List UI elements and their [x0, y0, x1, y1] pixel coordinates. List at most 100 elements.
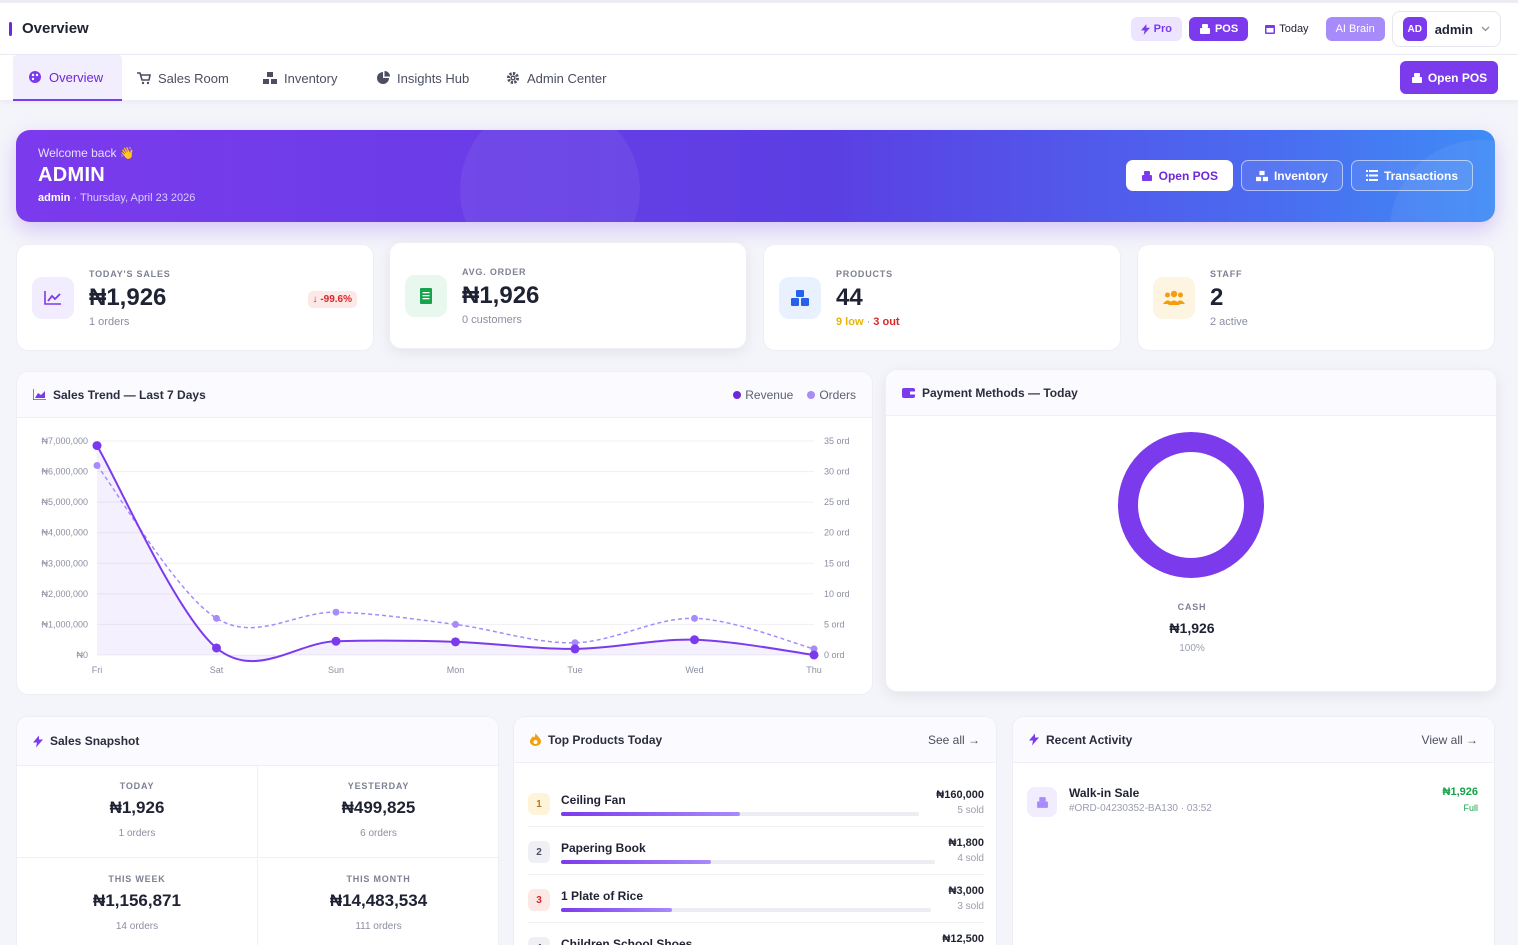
chevron-down-icon — [1481, 26, 1490, 32]
sales-snapshot-title: Sales Snapshot — [50, 734, 140, 748]
tab-sales-room[interactable]: Sales Room — [122, 55, 244, 101]
y2-tick-label: 10 ord — [824, 589, 850, 599]
payment-method-amount: ₦1,926 — [1169, 620, 1215, 636]
sales-snapshot-panel: Sales Snapshot TODAY ₦1,926 1 orders YES… — [16, 716, 499, 945]
hero-actions: Open POS Inventory Transactions — [1125, 160, 1473, 191]
product-row[interactable]: 1 Ceiling Fan ₦160,000 5 sold — [528, 779, 984, 827]
hero-inventory-label: Inventory — [1273, 168, 1328, 183]
decor-circle — [460, 130, 640, 222]
product-sold: 4 sold — [957, 853, 984, 864]
y-tick-label: ₦7,000,000 — [41, 436, 88, 446]
y-tick-label: ₦2,000,000 — [41, 589, 88, 599]
x-tick-label: Mon — [447, 665, 465, 675]
welcome-date: Thursday, April 23 2026 — [79, 192, 196, 204]
stat-meta: 2 active — [1210, 316, 1248, 328]
revenue-point — [212, 643, 221, 653]
donut-slice-cash[interactable] — [1118, 432, 1264, 578]
stat-value: 2 — [1210, 284, 1224, 311]
product-rank: 2 — [528, 841, 550, 863]
stat-card-products[interactable]: PRODUCTS 44 9 low · 3 out — [763, 244, 1121, 351]
y2-tick-label: 35 ord — [824, 436, 850, 446]
stat-meta: 1 orders — [89, 316, 130, 328]
product-share-fill — [561, 812, 740, 816]
product-sold: 3 sold — [957, 901, 984, 912]
y-tick-label: ₦1,000,000 — [41, 619, 88, 629]
tab-insights-hub[interactable]: Insights Hub — [361, 55, 484, 101]
orders-point — [452, 620, 459, 628]
product-row[interactable]: 2 Papering Book ₦1,800 4 sold — [528, 827, 984, 875]
calendar-icon — [1265, 25, 1276, 34]
today-button[interactable]: Today — [1255, 17, 1319, 41]
snapshot-label: TODAY — [119, 781, 155, 791]
snapshot-yesterday: YESTERDAY ₦499,825 6 orders — [258, 766, 498, 858]
legend-orders[interactable]: Orders — [807, 388, 856, 402]
orders-point — [213, 614, 220, 622]
recent-activity-panel: Recent Activity View all → Walk-in Sale … — [1012, 716, 1495, 945]
y2-tick-label: 20 ord — [824, 528, 850, 538]
welcome-banner: Welcome back 👋 ADMIN admin · Thursday, A… — [16, 130, 1495, 222]
boxes-icon — [779, 277, 821, 319]
activity-amount: ₦1,926 — [1442, 786, 1478, 798]
today-label: Today — [1279, 23, 1309, 35]
stat-meta: 9 low · 3 out — [836, 316, 900, 328]
pro-badge[interactable]: Pro — [1130, 17, 1182, 41]
ai-brain-button[interactable]: AI Brain — [1325, 17, 1385, 41]
hero-open-pos-button[interactable]: Open POS — [1125, 160, 1233, 191]
sales-trend-header: Sales Trend — Last 7 Days Revenue Orders — [17, 372, 872, 418]
hero-transactions-button[interactable]: Transactions — [1350, 160, 1473, 191]
see-all-link[interactable]: See all → — [927, 732, 980, 747]
boxes-icon — [263, 72, 277, 84]
revenue-line — [96, 445, 815, 663]
sales-trend-chart: ₦7,000,000 35 ord ₦6,000,000 30 ord ₦5,000,0… — [41, 436, 850, 675]
top-products-title: Top Products Today — [548, 732, 663, 747]
tab-overview[interactable]: Overview — [13, 55, 122, 101]
pie-chart-icon — [377, 71, 390, 84]
user-name: admin — [1434, 21, 1473, 37]
register-icon — [1199, 24, 1210, 34]
product-share-fill — [561, 908, 672, 912]
receipt-icon — [405, 275, 447, 317]
bolt-icon — [1029, 733, 1039, 746]
revenue-point — [451, 637, 460, 647]
top-products-panel: Top Products Today See all → 1 Ceiling Fa… — [513, 716, 997, 945]
stat-value: 44 — [836, 284, 863, 311]
pro-label: Pro — [1153, 23, 1172, 35]
legend-revenue[interactable]: Revenue — [733, 388, 793, 402]
stat-card-todays-sales[interactable]: TODAY'S SALES ₦1,926 1 orders ↓ -99.6% — [16, 244, 374, 351]
pos-button[interactable]: POS — [1188, 17, 1249, 41]
open-pos-label: Open POS — [1427, 70, 1488, 85]
bolt-icon — [33, 735, 43, 747]
area-chart-icon — [33, 389, 46, 400]
stat-value: ₦1,926 — [462, 282, 540, 309]
stat-delta-value: -99.6% — [320, 294, 352, 305]
x-tick-label: Sat — [210, 665, 224, 675]
product-rank: 4 — [528, 937, 550, 945]
snapshot-label: THIS WEEK — [108, 874, 166, 884]
view-all-link[interactable]: View all → — [1421, 732, 1478, 747]
list-icon — [1365, 170, 1378, 181]
payment-methods-title: Payment Methods — Today — [922, 385, 1078, 400]
y2-tick-label: 25 ord — [824, 497, 850, 507]
stat-card-staff[interactable]: STAFF 2 2 active — [1137, 244, 1495, 351]
legend-revenue-label: Revenue — [745, 387, 794, 402]
open-pos-button[interactable]: Open POS — [1400, 61, 1498, 94]
product-share-bar — [561, 812, 919, 816]
revenue-point — [92, 441, 102, 451]
product-sold: 5 sold — [957, 805, 984, 816]
revenue-area — [97, 445, 814, 662]
snapshot-value: ₦1,156,871 — [93, 891, 181, 910]
bolt-icon — [1140, 23, 1150, 35]
hero-inventory-button[interactable]: Inventory — [1240, 160, 1343, 191]
tab-inventory[interactable]: Inventory — [248, 55, 352, 101]
snapshot-meta: 111 orders — [355, 921, 402, 932]
tab-admin-center[interactable]: Admin Center — [491, 55, 621, 101]
stat-card-avg-order[interactable]: AVG. ORDER ₦1,926 0 customers — [389, 242, 747, 349]
product-row[interactable]: 4 Children School Shoes ₦12,500 — [528, 923, 984, 945]
stat-label: AVG. ORDER — [462, 267, 527, 277]
product-row[interactable]: 3 1 Plate of Rice ₦3,000 3 sold — [528, 875, 984, 923]
product-share-bar — [561, 908, 931, 912]
product-amount: ₦3,000 — [948, 885, 984, 897]
product-share-bar — [561, 860, 935, 864]
tab-overview-label: Overview — [49, 69, 104, 85]
user-menu[interactable]: AD admin — [1391, 11, 1501, 47]
